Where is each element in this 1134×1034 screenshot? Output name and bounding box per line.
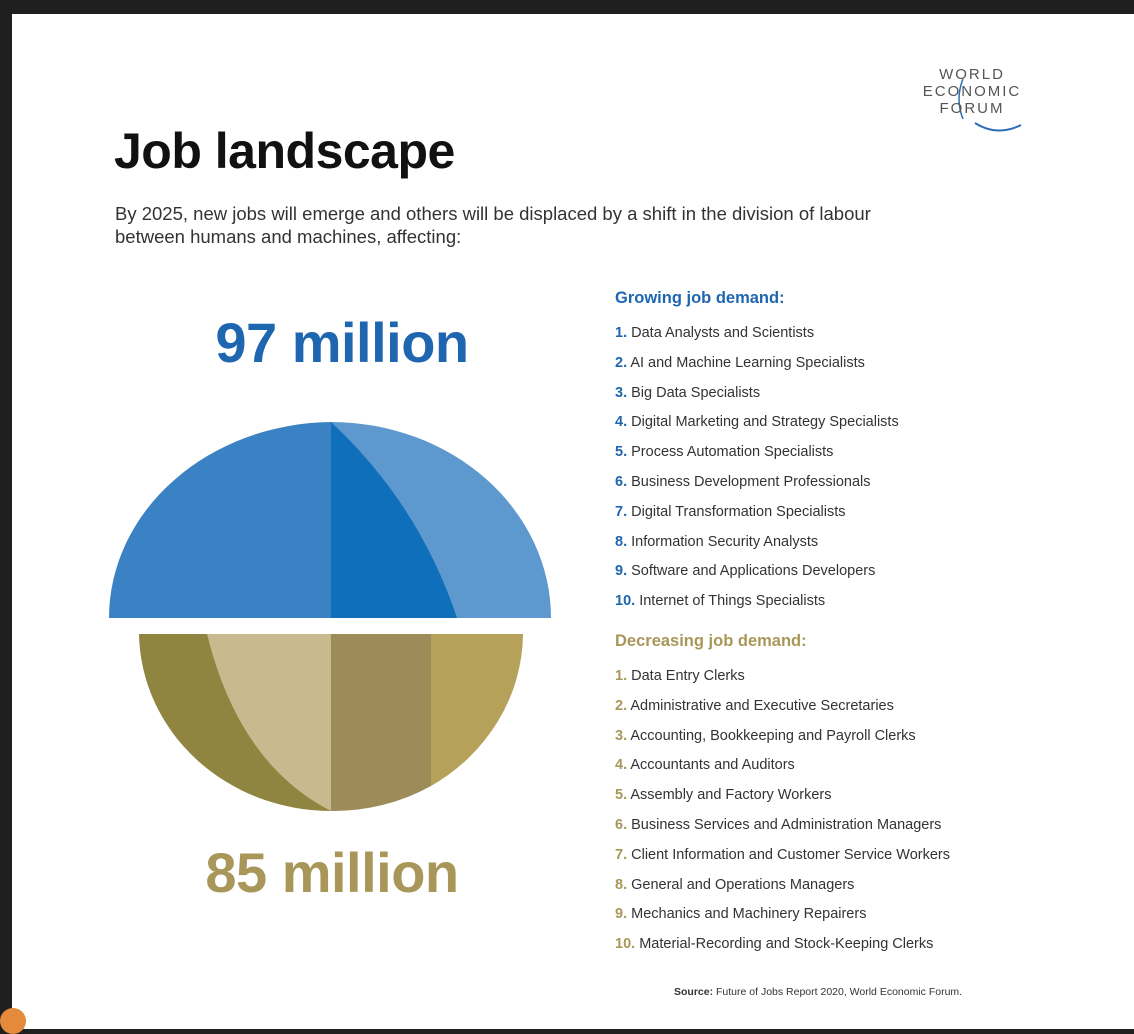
list-item-number: 5. <box>615 444 628 461</box>
list-item: 7. Client Information and Customer Servi… <box>615 841 1115 871</box>
list-item-label: Internet of Things Specialists <box>639 593 826 610</box>
list-item-number: 9. <box>615 563 628 580</box>
logo-line-2: ECONOMIC <box>922 83 1022 100</box>
logo-line-3: FORUM <box>939 100 1005 117</box>
decreasing-demand-heading: Decreasing job demand: <box>615 632 807 650</box>
list-item: 1. Data Entry Clerks <box>615 662 1115 692</box>
page-title: Job landscape <box>114 123 455 179</box>
growing-demand-heading: Growing job demand: <box>615 289 785 307</box>
list-item: 2. Administrative and Executive Secretar… <box>615 692 1115 722</box>
list-item-label: Administrative and Executive Secretaries <box>630 697 894 714</box>
logo-line-1: WORLD <box>939 66 1005 83</box>
list-item: 6. Business Services and Administration … <box>615 811 1115 841</box>
list-item: 5. Assembly and Factory Workers <box>615 781 1115 811</box>
infographic-page: WORLD ECONOMIC FORUM Job landscape By 20… <box>12 14 1134 1029</box>
list-item-number: 7. <box>615 846 628 863</box>
logo-arc-icon <box>958 78 1022 132</box>
decreasing-segment-right <box>431 634 523 786</box>
list-item-number: 5. <box>615 787 628 804</box>
page-subtitle: By 2025, new jobs will emerge and others… <box>115 203 871 247</box>
list-item-number: 8. <box>615 876 628 893</box>
list-item-label: Accountants and Auditors <box>630 757 795 774</box>
list-item-number: 8. <box>615 533 628 550</box>
list-item-number: 7. <box>615 503 628 520</box>
list-item-label: Information Security Analysts <box>631 533 819 550</box>
list-item-label: Digital Marketing and Strategy Specialis… <box>631 414 899 431</box>
decreasing-jobs-figure: 85 million <box>205 841 459 904</box>
list-item-label: Assembly and Factory Workers <box>630 787 832 804</box>
list-item-label: Accounting, Bookkeeping and Payroll Cler… <box>630 727 916 744</box>
list-item: 6. Business Development Professionals <box>615 468 1115 498</box>
list-item-number: 10. <box>615 936 636 953</box>
list-item-label: Mechanics and Machinery Repairers <box>631 906 867 923</box>
wef-logo: WORLD ECONOMIC FORUM <box>897 49 1047 149</box>
list-item-label: General and Operations Managers <box>631 876 855 893</box>
decreasing-demand-list: Decreasing job demand: 1. Data Entry Cle… <box>615 632 1115 960</box>
job-shift-graphic <box>109 422 551 812</box>
list-item-number: 1. <box>615 325 628 341</box>
list-item-number: 3. <box>615 727 628 744</box>
decreasing-segment-middle <box>331 634 431 812</box>
list-item-label: AI and Machine Learning Specialists <box>630 354 865 371</box>
corner-decoration <box>0 1008 26 1034</box>
list-item-label: Business Services and Administration Man… <box>631 816 942 833</box>
list-item-number: 2. <box>615 354 628 371</box>
list-item: 5. Process Automation Specialists <box>615 438 1115 468</box>
list-item-label: Digital Transformation Specialists <box>631 503 846 520</box>
growing-jobs-figure: 97 million <box>215 311 469 374</box>
list-item-label: Data Analysts and Scientists <box>631 325 815 341</box>
list-item-label: Process Automation Specialists <box>631 444 834 461</box>
list-item: 2. AI and Machine Learning Specialists <box>615 349 1115 379</box>
growing-demand-list: Growing job demand: 1. Data Analysts and… <box>615 289 1115 617</box>
list-item-number: 6. <box>615 816 628 833</box>
source-citation: Source: Future of Jobs Report 2020, Worl… <box>674 986 962 998</box>
list-item-number: 6. <box>615 473 628 490</box>
list-item: 10. Internet of Things Specialists <box>615 587 1115 617</box>
list-item-number: 2. <box>615 697 628 714</box>
list-item: 10. Material-Recording and Stock-Keeping… <box>615 930 1115 960</box>
list-item-number: 3. <box>615 384 628 401</box>
list-item: 8. Information Security Analysts <box>615 528 1115 558</box>
list-item-label: Big Data Specialists <box>631 384 761 401</box>
list-item-label: Business Development Professionals <box>631 473 871 490</box>
growing-segment-overlap <box>331 422 457 618</box>
list-item: 7. Digital Transformation Specialists <box>615 498 1115 528</box>
list-item: 9. Mechanics and Machinery Repairers <box>615 900 1115 930</box>
list-item-number: 10. <box>615 593 636 610</box>
list-item: 3. Accounting, Bookkeeping and Payroll C… <box>615 722 1115 752</box>
list-item-label: Data Entry Clerks <box>631 668 745 684</box>
source-label: Source: <box>674 986 714 998</box>
growing-segment-left <box>109 422 331 618</box>
list-item: 1. Data Analysts and Scientists <box>615 319 1115 349</box>
list-item: 4. Accountants and Auditors <box>615 751 1115 781</box>
decreasing-segment-inner <box>207 634 331 811</box>
list-item-number: 1. <box>615 668 628 684</box>
list-item-number: 4. <box>615 414 628 431</box>
list-item-label: Material-Recording and Stock-Keeping Cle… <box>639 936 934 953</box>
list-item-label: Client Information and Customer Service … <box>631 846 950 863</box>
list-item-label: Software and Applications Developers <box>631 563 876 580</box>
source-text: Future of Jobs Report 2020, World Econom… <box>713 986 963 998</box>
list-item: 4. Digital Marketing and Strategy Specia… <box>615 408 1115 438</box>
list-item: 9. Software and Applications Developers <box>615 557 1115 587</box>
list-item: 3. Big Data Specialists <box>615 379 1115 409</box>
list-item: 8. General and Operations Managers <box>615 871 1115 901</box>
list-item-number: 9. <box>615 906 628 923</box>
list-item-number: 4. <box>615 757 628 774</box>
